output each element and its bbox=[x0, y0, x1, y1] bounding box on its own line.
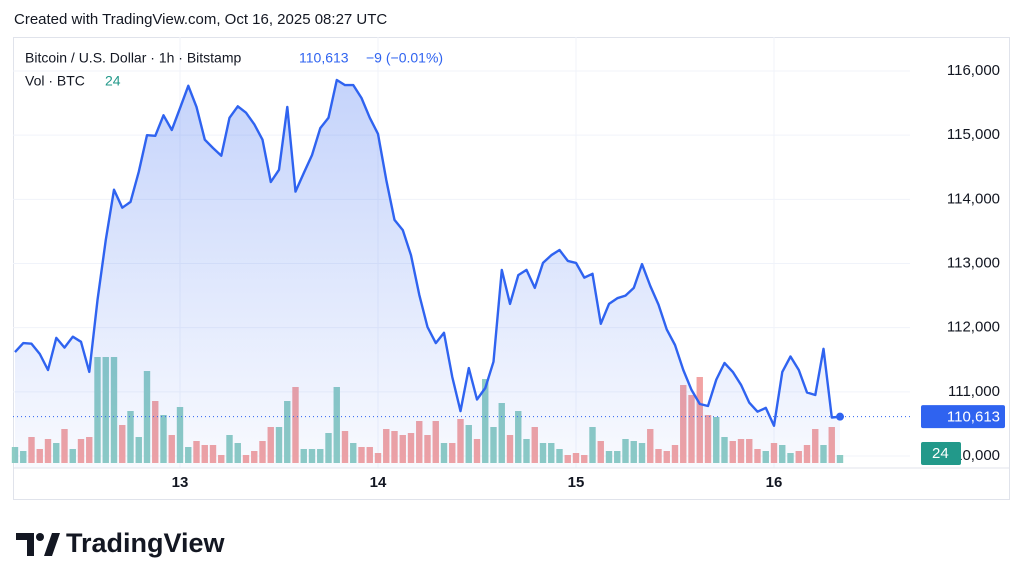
last-point bbox=[836, 412, 844, 421]
created-note: Created with TradingView.com, Oct 16, 20… bbox=[14, 11, 387, 28]
price-badge-label: 110,613 bbox=[947, 409, 1000, 426]
volume-last: 24 bbox=[105, 73, 121, 89]
y-tick-label: 116,000 bbox=[947, 62, 1000, 79]
panel-border bbox=[13, 37, 1010, 500]
brand-logo bbox=[16, 533, 60, 556]
last-price: 110,613 bbox=[299, 50, 349, 66]
volume-badge-label: 24 bbox=[932, 445, 949, 462]
x-tick-label: 15 bbox=[568, 474, 585, 491]
x-tick-label: 13 bbox=[172, 474, 189, 491]
x-tick-label: 16 bbox=[766, 474, 783, 491]
price-area bbox=[15, 80, 840, 468]
price-line bbox=[14, 78, 841, 427]
price-badge bbox=[921, 405, 1005, 429]
price-change: −9 (−0.01%) bbox=[366, 50, 443, 66]
y-tick-label: 114,000 bbox=[947, 190, 1000, 207]
y-tick-label: 115,000 bbox=[947, 126, 1000, 143]
x-tick-label: 14 bbox=[370, 474, 387, 491]
volume-legend: Vol · BTC bbox=[25, 73, 85, 89]
y-tick-label: 112,000 bbox=[947, 319, 1000, 336]
volume-badge bbox=[921, 442, 961, 465]
chart-title: Bitcoin / U.S. Dollar · 1h · Bitstamp bbox=[25, 50, 242, 66]
y-tick-label: 113,000 bbox=[947, 254, 1000, 271]
y-tick-label: 111,000 bbox=[948, 383, 1000, 400]
brand-name: TradingView bbox=[66, 528, 226, 558]
